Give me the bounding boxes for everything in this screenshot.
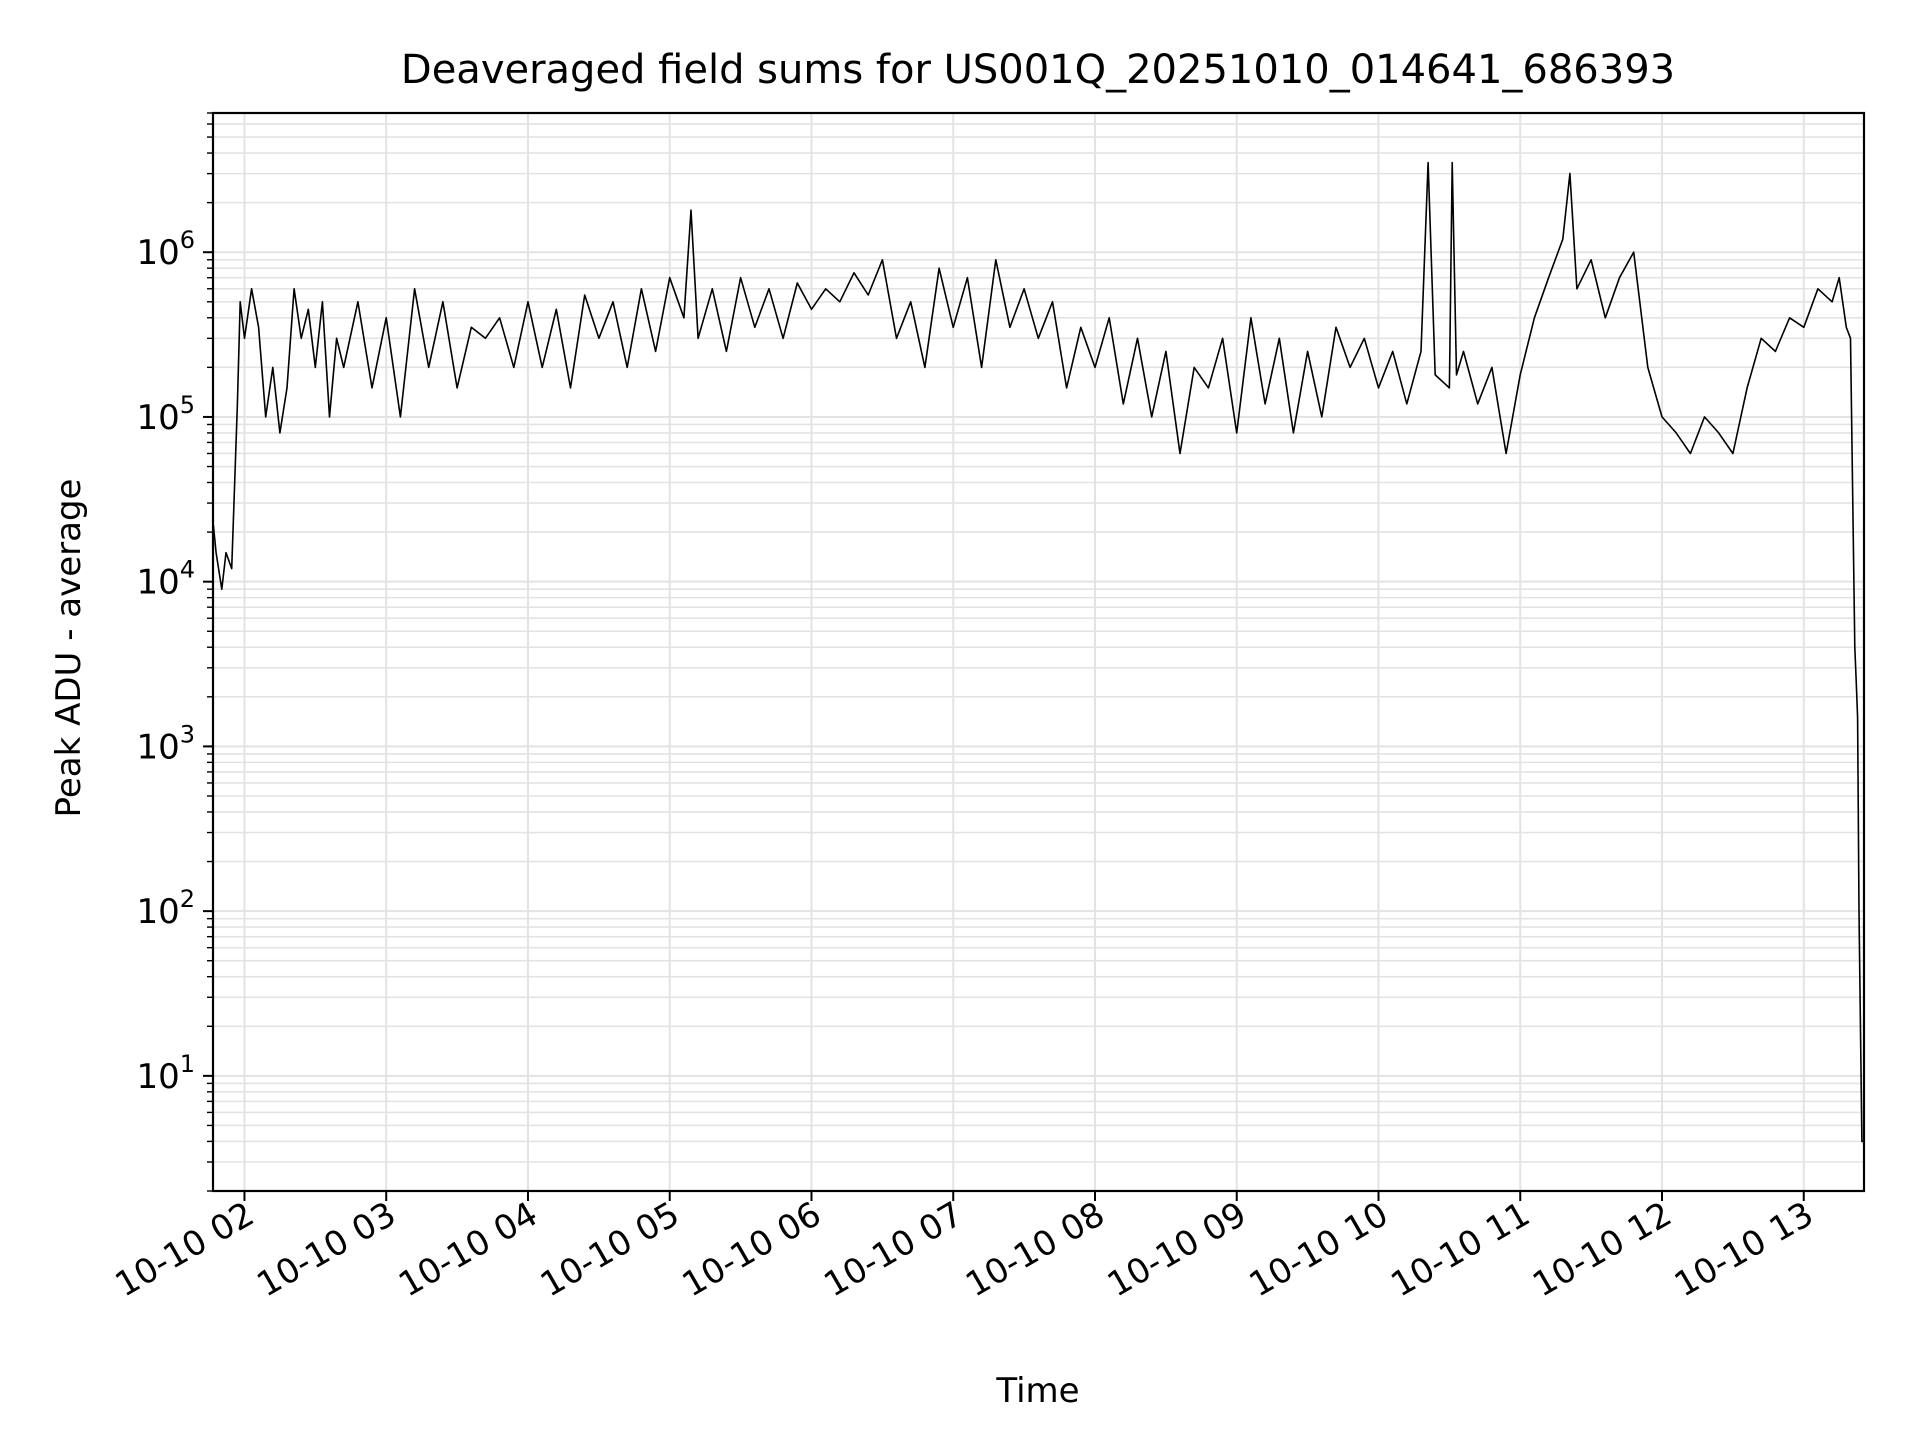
- y-tick-label-exponent: 4: [180, 556, 195, 584]
- y-tick-label-base: 10: [136, 398, 179, 438]
- y-tick-label-base: 10: [136, 892, 179, 932]
- y-tick-label-base: 10: [136, 1057, 179, 1097]
- plot-frame: [211, 111, 1866, 1193]
- series-layer: [212, 161, 1864, 1143]
- y-tick-label: 102: [136, 885, 195, 932]
- series-line: [212, 161, 1864, 1143]
- y-tick-label: 103: [136, 720, 195, 767]
- chart-title: Deaveraged field sums for US001Q_2025101…: [401, 47, 1675, 93]
- x-axis-label: Time: [995, 1371, 1079, 1411]
- y-tick-label-base: 10: [136, 233, 179, 273]
- y-tick-label-exponent: 1: [180, 1050, 195, 1078]
- y-tick-label: 104: [136, 556, 195, 603]
- y-tick-label-exponent: 6: [180, 226, 195, 254]
- y-tick-label-base: 10: [136, 563, 179, 603]
- grid: [213, 112, 1864, 1192]
- y-tick-label-exponent: 5: [180, 391, 195, 419]
- y-tick-label-base: 10: [136, 727, 179, 767]
- y-tick-label-exponent: 3: [180, 720, 195, 748]
- y-tick-label: 106: [136, 226, 195, 273]
- y-tick-label-exponent: 2: [180, 885, 195, 913]
- y-tick-label: 105: [136, 391, 195, 438]
- y-tick-label: 101: [136, 1050, 195, 1097]
- y-axis-label: Peak ADU - average: [49, 479, 89, 818]
